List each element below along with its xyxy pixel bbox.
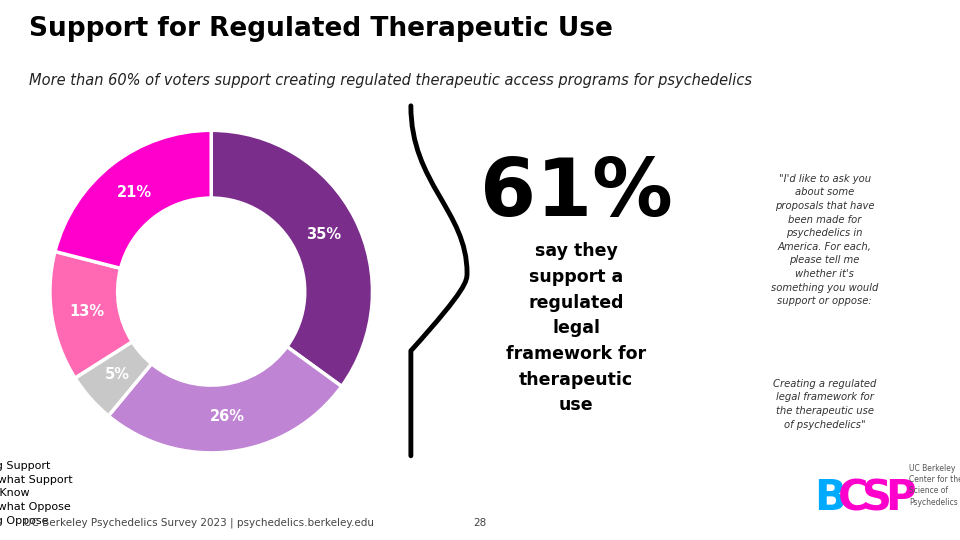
Wedge shape <box>55 130 211 268</box>
Wedge shape <box>211 130 372 387</box>
Wedge shape <box>75 342 152 416</box>
Wedge shape <box>50 252 132 378</box>
Text: 35%: 35% <box>305 227 341 242</box>
Text: 26%: 26% <box>209 409 245 424</box>
Text: S: S <box>862 477 892 519</box>
Text: B: B <box>814 477 846 519</box>
Text: 5%: 5% <box>105 367 130 382</box>
Text: UC Berkeley Psychedelics Survey 2023 | psychedelics.berkeley.edu: UC Berkeley Psychedelics Survey 2023 | p… <box>24 518 374 528</box>
Text: 28: 28 <box>473 518 487 528</box>
Text: 13%: 13% <box>69 304 105 319</box>
Text: C: C <box>838 477 869 519</box>
Text: say they
support a
regulated
legal
framework for
therapeutic
use: say they support a regulated legal frame… <box>506 242 646 414</box>
Text: More than 60% of voters support creating regulated therapeutic access programs f: More than 60% of voters support creating… <box>29 73 752 88</box>
Text: 61%: 61% <box>480 154 672 233</box>
Text: "I'd like to ask you
about some
proposals that have
been made for
psychedelics i: "I'd like to ask you about some proposal… <box>771 174 878 306</box>
Legend: Strong Support, Somewhat Support, Don't Know, Somewhat Oppose, Strong Oppose: Strong Support, Somewhat Support, Don't … <box>0 458 75 528</box>
Wedge shape <box>108 347 342 453</box>
Text: Support for Regulated Therapeutic Use: Support for Regulated Therapeutic Use <box>29 16 612 42</box>
Text: 21%: 21% <box>116 185 152 200</box>
Text: UC Berkeley
Center for the
Science of
Psychedelics: UC Berkeley Center for the Science of Ps… <box>909 464 960 507</box>
Text: Creating a regulated
legal framework for
the therapeutic use
of psychedelics": Creating a regulated legal framework for… <box>773 379 876 429</box>
Text: P: P <box>885 477 916 519</box>
